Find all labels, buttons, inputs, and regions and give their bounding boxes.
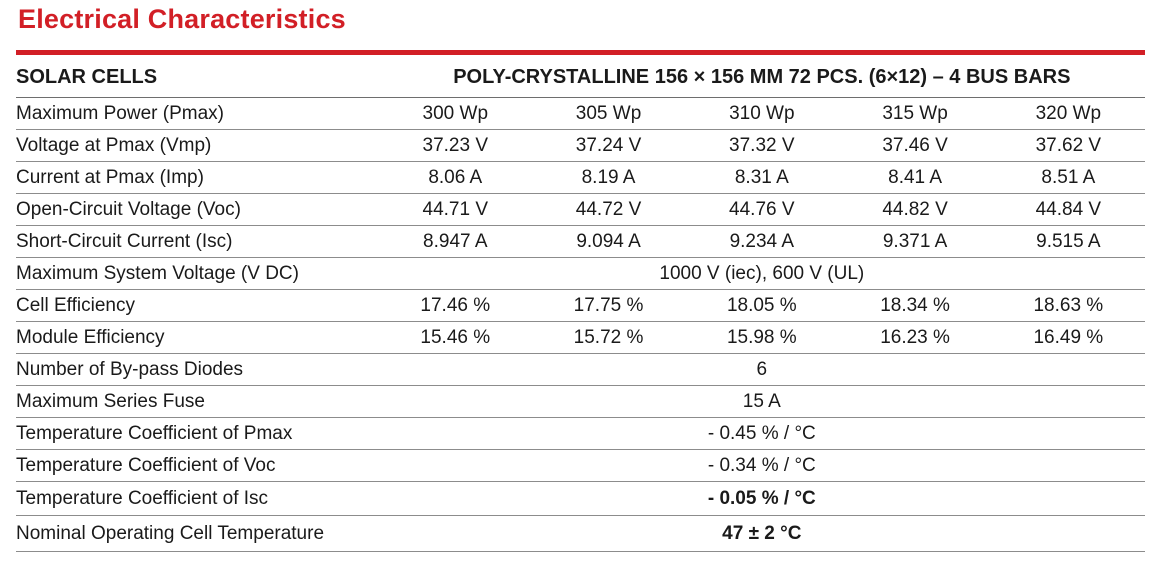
header-cell-type: POLY-CRYSTALLINE 156 × 156 MM 72 PCS. (6…: [378, 58, 1145, 98]
header-solar-cells: SOLAR CELLS: [16, 58, 379, 98]
cell-value: 37.32 V: [685, 129, 839, 162]
cell-value: 37.24 V: [531, 129, 686, 162]
title-divider: [16, 50, 1145, 55]
table-row: Temperature Coefficient of Voc - 0.34 % …: [16, 449, 1145, 482]
table-row: Nominal Operating Cell Temperature 47 ± …: [16, 515, 1145, 552]
cell-value: 9.094 A: [531, 225, 686, 258]
cell-value: 44.82 V: [838, 193, 992, 226]
cell-value: 44.76 V: [685, 193, 839, 226]
table-row: Number of By-pass Diodes 6: [16, 353, 1145, 386]
cell-value: 320 Wp: [991, 97, 1145, 130]
row-label: Temperature Coefficient of Isc: [16, 481, 379, 516]
table-row: Open-Circuit Voltage (Voc) 44.71 V 44.72…: [16, 193, 1145, 226]
cell-value: 9.371 A: [838, 225, 992, 258]
cell-value: 8.06 A: [378, 161, 532, 194]
cell-value: 18.34 %: [838, 289, 992, 322]
row-label: Maximum Power (Pmax): [16, 97, 379, 130]
cell-value: 15.72 %: [531, 321, 686, 354]
cell-value: 310 Wp: [685, 97, 839, 130]
cell-value-spanning: - 0.45 % / °C: [378, 417, 1145, 450]
table-row: Temperature Coefficient of Pmax - 0.45 %…: [16, 417, 1145, 450]
section-title: Electrical Characteristics: [18, 4, 346, 34]
table-row: Temperature Coefficient of Isc - 0.05 % …: [16, 481, 1145, 516]
cell-value: 18.63 %: [991, 289, 1145, 322]
cell-value-spanning: - 0.34 % / °C: [378, 449, 1145, 482]
cell-value-spanning: 15 A: [378, 385, 1145, 418]
cell-value: 16.23 %: [838, 321, 992, 354]
table-header-row: SOLAR CELLS POLY-CRYSTALLINE 156 × 156 M…: [16, 58, 1145, 98]
electrical-characteristics-table: SOLAR CELLS POLY-CRYSTALLINE 156 × 156 M…: [16, 58, 1145, 552]
cell-value: 8.31 A: [685, 161, 839, 194]
row-label: Short-Circuit Current (Isc): [16, 225, 379, 258]
cell-value: 16.49 %: [991, 321, 1145, 354]
row-label: Maximum System Voltage (V DC): [16, 257, 379, 290]
cell-value: 9.515 A: [991, 225, 1145, 258]
cell-value: 44.72 V: [531, 193, 686, 226]
cell-value: 305 Wp: [531, 97, 686, 130]
table-row: Cell Efficiency 17.46 % 17.75 % 18.05 % …: [16, 289, 1145, 322]
row-label: Number of By-pass Diodes: [16, 353, 379, 386]
cell-value: 8.947 A: [378, 225, 532, 258]
cell-value: 15.98 %: [685, 321, 839, 354]
cell-value-spanning: - 0.05 % / °C: [378, 481, 1145, 516]
cell-value: 300 Wp: [378, 97, 532, 130]
cell-value: 8.41 A: [838, 161, 992, 194]
cell-value: 8.51 A: [991, 161, 1145, 194]
table-row: Current at Pmax (Imp) 8.06 A 8.19 A 8.31…: [16, 161, 1145, 194]
row-label: Nominal Operating Cell Temperature: [16, 515, 379, 552]
cell-value: 37.46 V: [838, 129, 992, 162]
row-label: Open-Circuit Voltage (Voc): [16, 193, 379, 226]
cell-value: 8.19 A: [531, 161, 686, 194]
row-label: Temperature Coefficient of Voc: [16, 449, 379, 482]
cell-value-spanning: 1000 V (iec), 600 V (UL): [378, 257, 1145, 290]
table-row: Maximum Power (Pmax) 300 Wp 305 Wp 310 W…: [16, 97, 1145, 130]
cell-value: 37.62 V: [991, 129, 1145, 162]
table-row: Module Efficiency 15.46 % 15.72 % 15.98 …: [16, 321, 1145, 354]
table-row: Voltage at Pmax (Vmp) 37.23 V 37.24 V 37…: [16, 129, 1145, 162]
cell-value: 18.05 %: [685, 289, 839, 322]
cell-value: 37.23 V: [378, 129, 532, 162]
cell-value: 315 Wp: [838, 97, 992, 130]
cell-value: 17.75 %: [531, 289, 686, 322]
row-label: Current at Pmax (Imp): [16, 161, 379, 194]
table-row: Maximum Series Fuse 15 A: [16, 385, 1145, 418]
row-label: Module Efficiency: [16, 321, 379, 354]
cell-value-spanning: 47 ± 2 °C: [378, 515, 1145, 552]
cell-value: 17.46 %: [378, 289, 532, 322]
cell-value: 44.84 V: [991, 193, 1145, 226]
row-label: Voltage at Pmax (Vmp): [16, 129, 379, 162]
row-label: Cell Efficiency: [16, 289, 379, 322]
cell-value-spanning: 6: [378, 353, 1145, 386]
row-label: Temperature Coefficient of Pmax: [16, 417, 379, 450]
row-label: Maximum Series Fuse: [16, 385, 379, 418]
cell-value: 15.46 %: [378, 321, 532, 354]
table-row: Maximum System Voltage (V DC) 1000 V (ie…: [16, 257, 1145, 290]
table-row: Short-Circuit Current (Isc) 8.947 A 9.09…: [16, 225, 1145, 258]
cell-value: 9.234 A: [685, 225, 839, 258]
cell-value: 44.71 V: [378, 193, 532, 226]
